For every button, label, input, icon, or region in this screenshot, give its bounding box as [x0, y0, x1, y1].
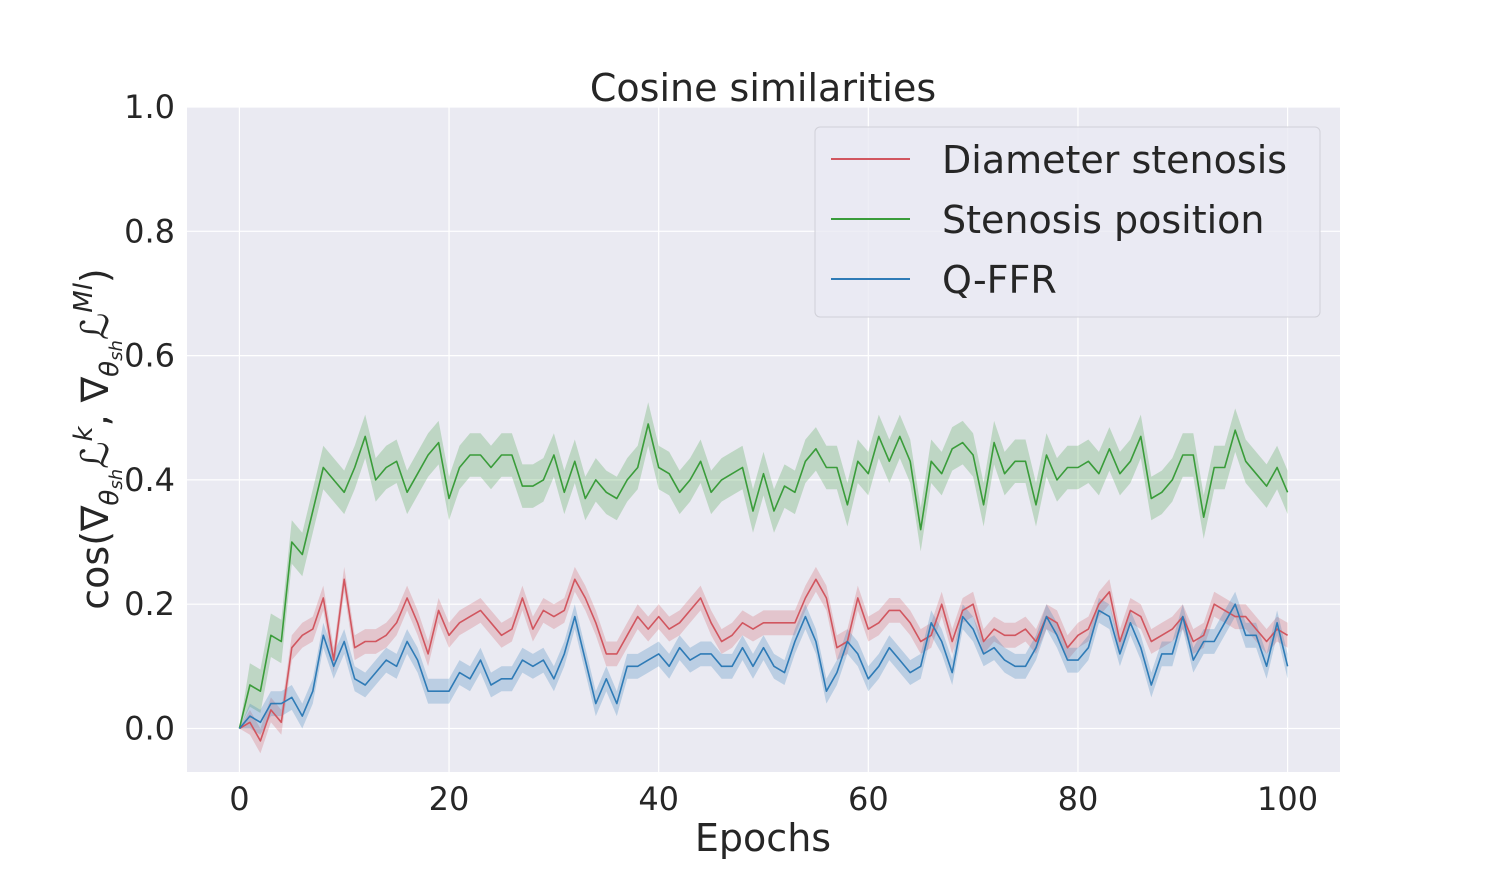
band-diameter-stenosis [239, 566, 1288, 754]
y-tick-label: 0.8 [124, 212, 175, 250]
x-tick-label: 0 [229, 780, 249, 818]
y-tick-label: 1.0 [124, 88, 175, 126]
legend: Diameter stenosis Stenosis position Q-FF… [814, 126, 1321, 318]
x-tick-label: 80 [1058, 780, 1099, 818]
band-q-ffr [239, 591, 1288, 735]
x-tick-label: 20 [429, 780, 470, 818]
x-tick-labels: 0 20 40 60 80 100 [229, 780, 1318, 818]
x-axis-label: Epochs [695, 816, 831, 860]
series-lines [238, 423, 1289, 742]
confidence-bands [239, 402, 1288, 754]
x-tick-label: 100 [1257, 780, 1318, 818]
y-tick-label: 0.0 [124, 709, 175, 747]
band-stenosis-position [239, 402, 1288, 729]
legend-label-stenosis-position: Stenosis position [942, 198, 1264, 242]
series-line-diameter-stenosis [238, 578, 1289, 742]
y-tick-label: 0.2 [124, 585, 175, 623]
legend-label-diameter-stenosis: Diameter stenosis [942, 138, 1287, 182]
chart-title: Cosine similarities [590, 66, 936, 110]
svg-text:cos(∇θshℒk, ∇θshℒMl): cos(∇θshℒk, ∇θshℒMl) [69, 268, 127, 610]
y-tick-labels: 0.0 0.2 0.4 0.6 0.8 1.0 [124, 88, 175, 747]
legend-label-q-ffr: Q-FFR [942, 258, 1057, 302]
y-tick-label: 0.6 [124, 337, 175, 375]
y-tick-label: 0.4 [124, 461, 175, 499]
series-line-q-ffr [238, 603, 1289, 730]
x-tick-label: 60 [848, 780, 889, 818]
x-tick-label: 40 [638, 780, 679, 818]
series-line-stenosis-position [238, 423, 1289, 729]
legend-box [814, 126, 1321, 318]
y-axis-label: cos(∇θshℒk, ∇θshℒMl) [69, 268, 127, 610]
